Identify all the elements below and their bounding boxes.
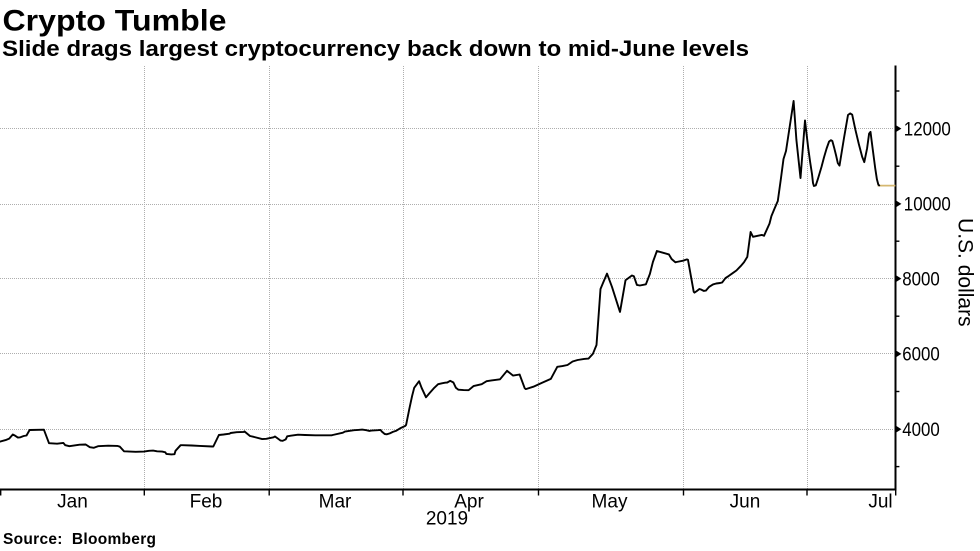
svg-text:12000: 12000 [904,119,951,140]
svg-text:Jun: Jun [730,492,761,513]
svg-text:Apr: Apr [454,492,484,513]
svg-text:Mar: Mar [319,492,352,513]
svg-text:Slide drags largest cryptocurr: Slide drags largest cryptocurrency back … [2,36,749,61]
svg-text:Jan: Jan [57,492,88,513]
svg-text:6000: 6000 [902,345,940,366]
svg-text:May: May [592,492,628,513]
svg-text:10000: 10000 [904,195,951,216]
svg-text:U.S. dollars: U.S. dollars [954,218,977,327]
svg-text:8000: 8000 [902,269,940,290]
svg-text:4000: 4000 [902,420,940,441]
svg-text:2019: 2019 [426,509,468,530]
svg-text:Jul: Jul [868,492,892,513]
svg-text:Crypto Tumble: Crypto Tumble [3,4,227,37]
svg-text:Source: Bloomberg: Source: Bloomberg [3,531,156,548]
svg-text:Feb: Feb [190,492,223,513]
